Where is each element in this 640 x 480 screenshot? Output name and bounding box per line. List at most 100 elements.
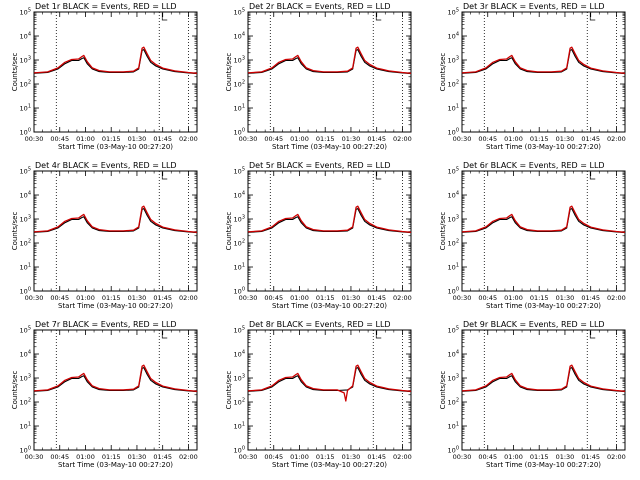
y-tick-label: 101 [448, 263, 459, 272]
chart-panel-5: Det 5r BLACK = Events, RED = LLD 100 101 10… [225, 161, 412, 310]
y-tick-label: 105 [448, 167, 459, 176]
y-tick-label: 102 [448, 398, 459, 407]
lld-series-line [247, 364, 412, 402]
lld-series-line [33, 205, 198, 233]
x-tick-label: 01:45 [367, 453, 386, 461]
y-tick-label: 100 [234, 446, 245, 455]
y-tick-label: 103 [234, 374, 245, 383]
y-tick-label: 103 [448, 374, 459, 383]
chart-panel-9: Det 9r BLACK = Events, RED = LLD 100 101 10… [439, 320, 626, 469]
y-tick-label: 101 [20, 422, 31, 431]
y-tick-label: 103 [448, 56, 459, 65]
panel-title: Det 8r BLACK = Events, RED = LLD [249, 320, 391, 329]
y-tick-label: 104 [234, 191, 245, 200]
x-tick-label: 01:15 [102, 453, 121, 461]
y-axis-label: Counts/sec [225, 212, 233, 251]
x-tick-label: 01:45 [581, 294, 600, 302]
y-tick-label: 102 [234, 398, 245, 407]
x-tick-label: 01:45 [367, 135, 386, 143]
y-tick-label: 104 [448, 350, 459, 359]
panel-title: Det 1r BLACK = Events, RED = LLD [35, 2, 177, 11]
panel-title: Det 3r BLACK = Events, RED = LLD [463, 2, 605, 11]
x-tick-label: 02:00 [607, 294, 626, 302]
x-tick-label: 01:00 [504, 135, 523, 143]
plot-frame [247, 170, 412, 292]
panel-title: Det 4r BLACK = Events, RED = LLD [35, 161, 177, 170]
y-tick-label: 100 [448, 128, 459, 137]
x-tick-label: 02:00 [179, 453, 198, 461]
y-tick-label: 101 [448, 104, 459, 113]
range-bracket-mark [375, 331, 382, 339]
y-tick-label: 100 [448, 287, 459, 296]
x-tick-label: 01:30 [342, 294, 361, 302]
y-tick-label: 100 [448, 446, 459, 455]
y-tick-label: 104 [448, 32, 459, 41]
y-tick-label: 101 [20, 263, 31, 272]
x-tick-label: 02:00 [393, 135, 412, 143]
x-tick-label: 01:30 [556, 453, 575, 461]
x-tick-label: 01:00 [290, 453, 309, 461]
range-bracket-mark [161, 331, 168, 339]
x-tick-label: 02:00 [179, 294, 198, 302]
y-tick-label: 105 [20, 167, 31, 176]
x-tick-label: 00:30 [453, 294, 472, 302]
x-tick-label: 00:45 [264, 135, 283, 143]
x-tick-label: 01:30 [128, 453, 147, 461]
x-tick-label: 00:30 [453, 135, 472, 143]
x-tick-label: 01:45 [153, 294, 172, 302]
x-tick-label: 00:30 [25, 453, 44, 461]
x-tick-label: 01:30 [128, 294, 147, 302]
lld-series-line [33, 364, 198, 392]
chart-panel-3: Det 3r BLACK = Events, RED = LLD 100 101 10… [439, 2, 626, 151]
x-tick-label: 01:15 [316, 453, 335, 461]
y-tick-label: 105 [448, 326, 459, 335]
y-tick-label: 104 [20, 191, 31, 200]
panel-title: Det 2r BLACK = Events, RED = LLD [249, 2, 391, 11]
chart-panel-6: Det 6r BLACK = Events, RED = LLD 100 101 10… [439, 161, 626, 310]
x-tick-label: 01:15 [102, 294, 121, 302]
y-tick-label: 102 [234, 239, 245, 248]
y-tick-label: 101 [20, 104, 31, 113]
y-tick-label: 104 [20, 350, 31, 359]
x-tick-label: 01:00 [76, 294, 95, 302]
x-tick-label: 01:30 [556, 135, 575, 143]
x-tick-label: 01:15 [102, 135, 121, 143]
chart-panel-7: Det 7r BLACK = Events, RED = LLD 100 101 10… [11, 320, 198, 469]
chart-panel-2: Det 2r BLACK = Events, RED = LLD 100 101 10… [225, 2, 412, 151]
y-tick-label: 102 [20, 239, 31, 248]
x-tick-label: 01:45 [367, 294, 386, 302]
y-tick-label: 102 [234, 80, 245, 89]
x-tick-label: 01:45 [153, 135, 172, 143]
y-axis-label: Counts/sec [11, 212, 19, 251]
x-tick-label: 01:45 [581, 135, 600, 143]
x-tick-label: 00:30 [25, 294, 44, 302]
y-tick-label: 103 [234, 215, 245, 224]
x-tick-label: 00:45 [478, 453, 497, 461]
y-tick-label: 105 [234, 8, 245, 17]
y-tick-label: 104 [448, 191, 459, 200]
y-tick-label: 102 [20, 398, 31, 407]
panel-title: Det 6r BLACK = Events, RED = LLD [463, 161, 605, 170]
x-tick-label: 01:00 [290, 135, 309, 143]
chart-panel-4: Det 4r BLACK = Events, RED = LLD 100 101 10… [11, 161, 198, 310]
x-axis-label: Start Time (03-May-10 00:27:20) [486, 302, 601, 310]
plot-frame [33, 11, 198, 133]
range-bracket-mark [161, 172, 168, 180]
y-tick-label: 104 [234, 350, 245, 359]
x-tick-label: 02:00 [179, 135, 198, 143]
range-bracket-mark [589, 331, 596, 339]
y-tick-label: 104 [234, 32, 245, 41]
plot-frame [247, 329, 412, 451]
plot-frame [33, 170, 198, 292]
y-tick-label: 103 [20, 374, 31, 383]
x-tick-label: 01:15 [316, 294, 335, 302]
x-tick-label: 00:45 [50, 135, 69, 143]
x-tick-label: 02:00 [393, 453, 412, 461]
lld-series-line [247, 46, 412, 74]
y-tick-label: 103 [234, 56, 245, 65]
chart-panel-1: Det 1r BLACK = Events, RED = LLD 100 101 10… [11, 2, 198, 151]
x-tick-label: 00:45 [50, 453, 69, 461]
y-axis-label: Counts/sec [439, 371, 447, 410]
y-axis-label: Counts/sec [11, 53, 19, 92]
y-tick-label: 101 [234, 422, 245, 431]
